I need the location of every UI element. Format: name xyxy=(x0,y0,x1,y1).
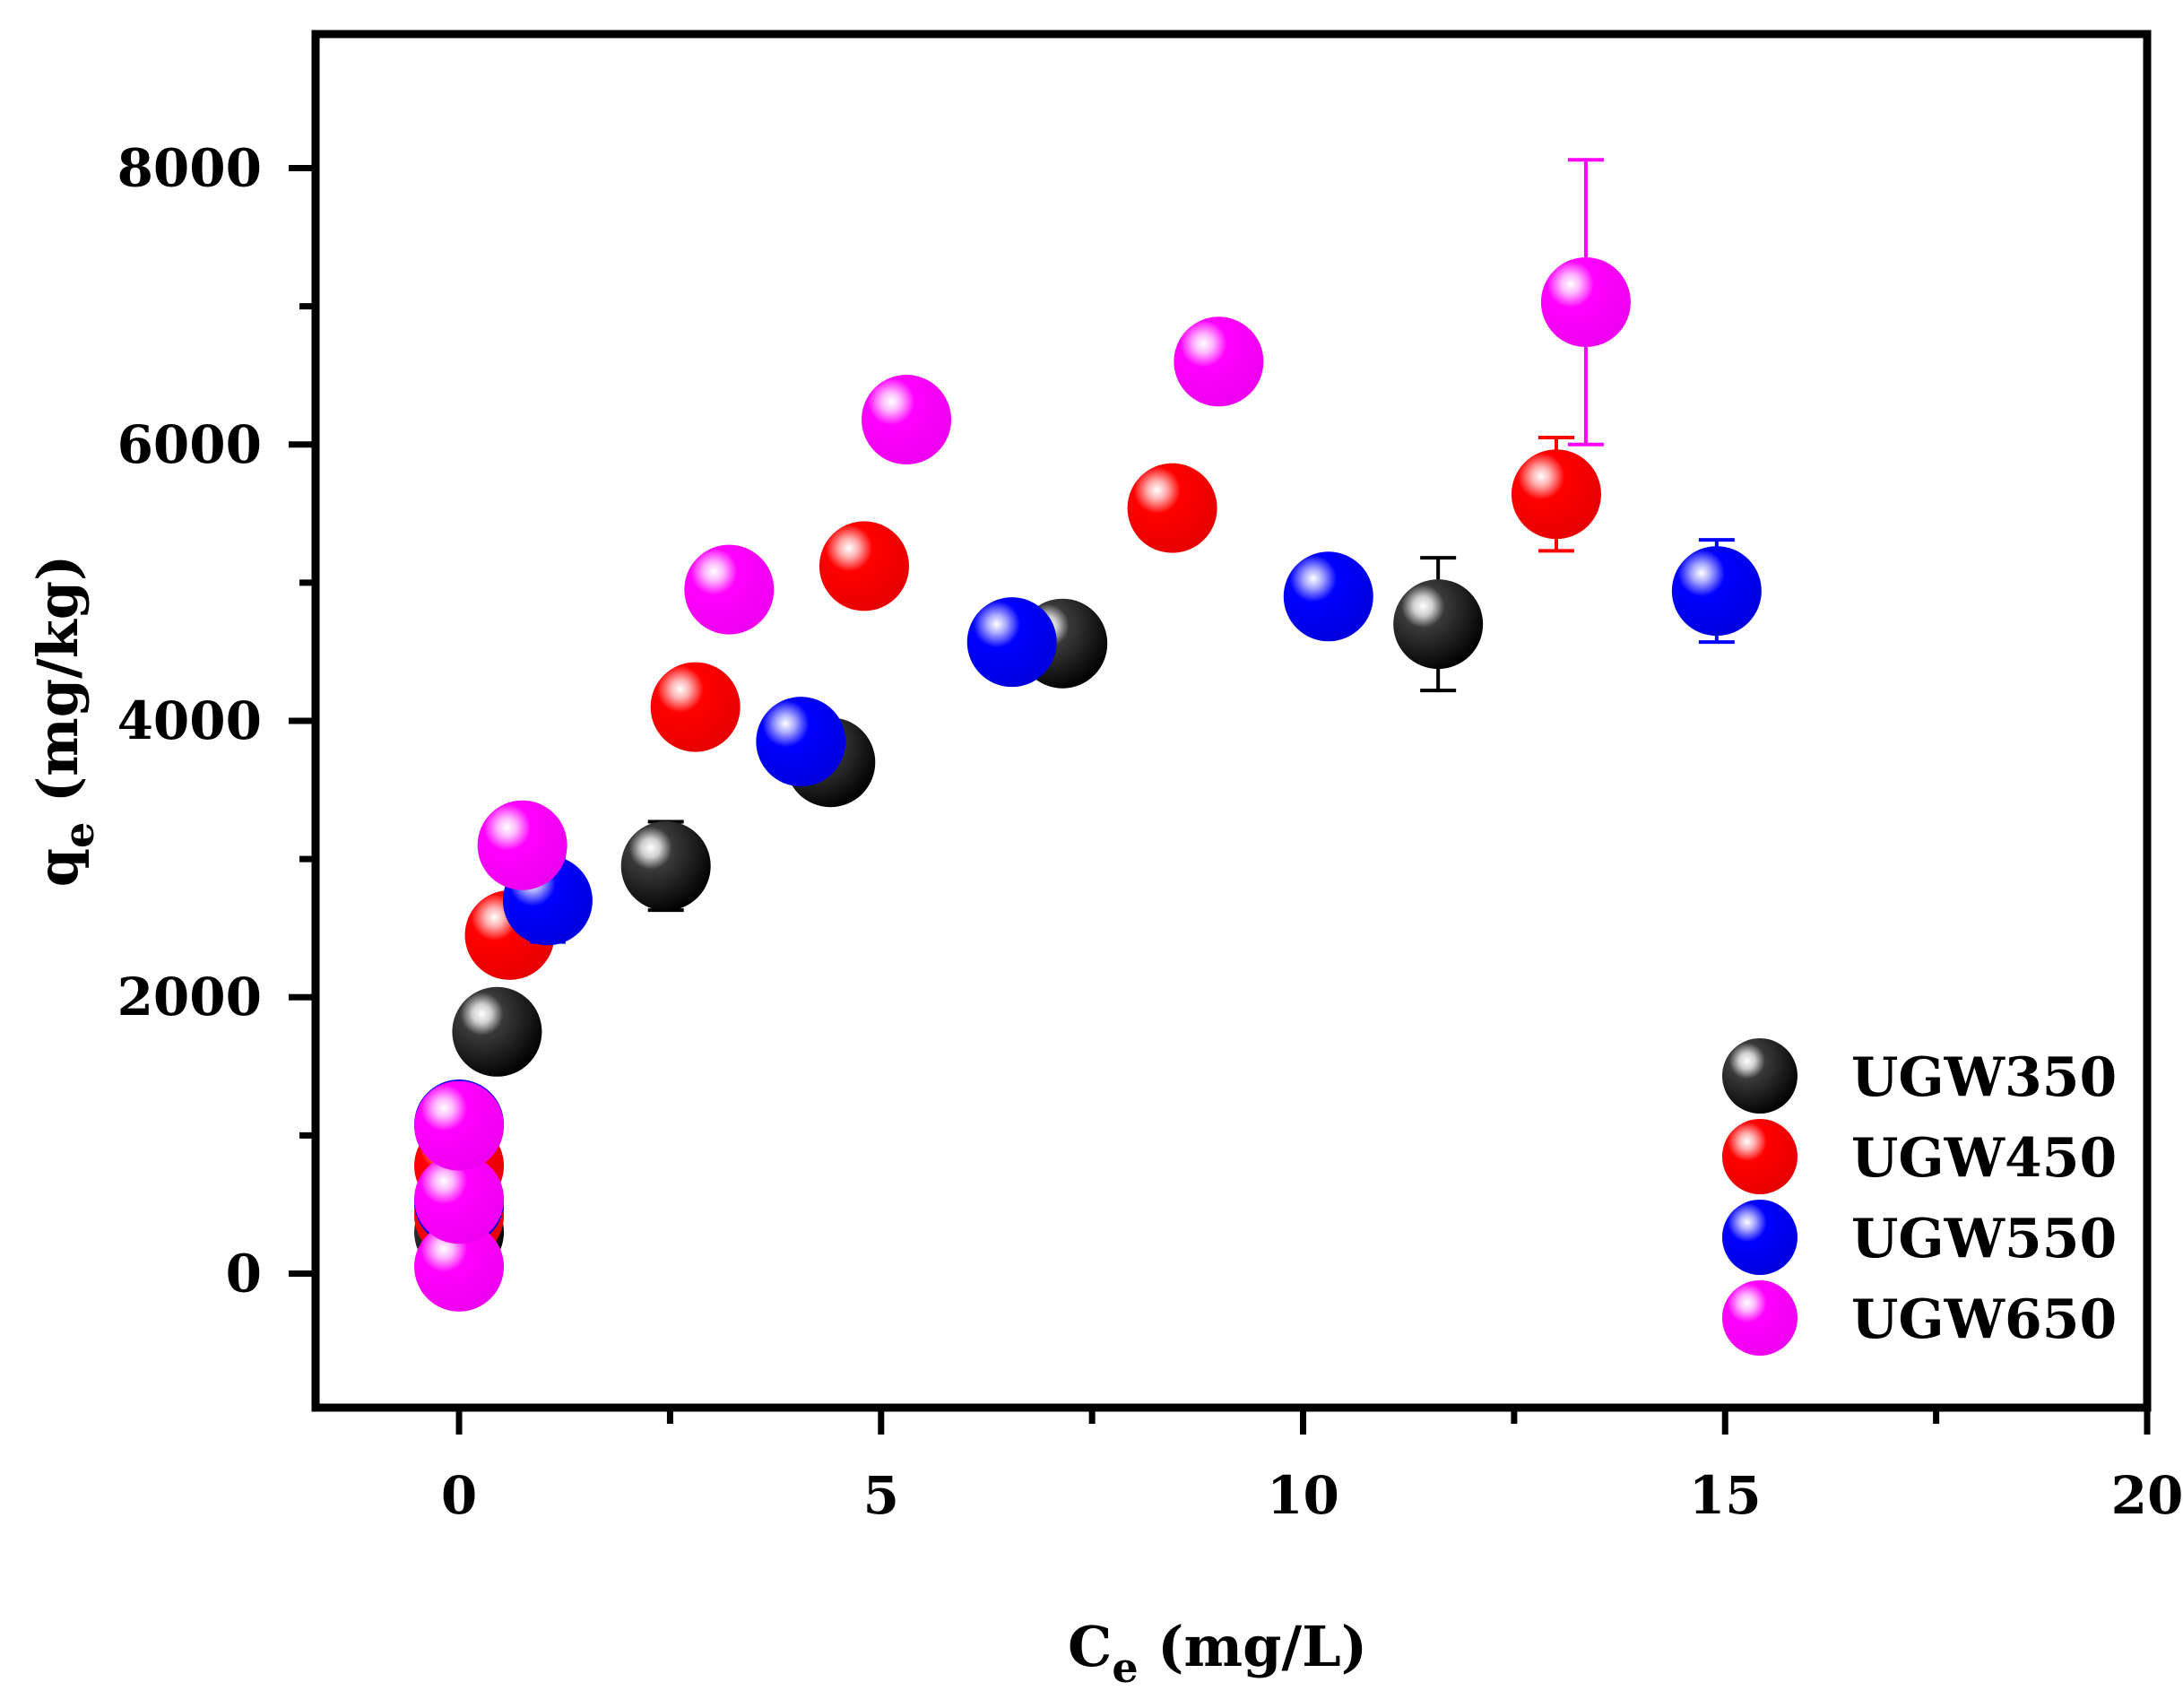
plot-frame xyxy=(311,30,2152,1412)
legend-marker xyxy=(1722,1200,1798,1275)
series-ugw450 xyxy=(414,436,1601,1261)
x-axis-title-subscript: e xyxy=(1112,1643,1138,1692)
data-point xyxy=(1283,551,1373,642)
y-axis-title-main: q xyxy=(25,848,91,887)
legend-label: UGW550 xyxy=(1851,1208,2117,1270)
legend-marker xyxy=(1722,1038,1798,1114)
legend-item-ugw550: UGW550 xyxy=(1722,1200,2117,1275)
data-point xyxy=(1393,579,1484,670)
data-point xyxy=(414,1154,505,1244)
data-point xyxy=(966,597,1057,688)
data-point xyxy=(862,375,952,465)
data-point xyxy=(756,697,846,787)
series-ugw650 xyxy=(414,158,1631,1312)
x-tick-label: 0 xyxy=(441,1465,477,1526)
data-point xyxy=(1174,316,1264,407)
data-point xyxy=(1671,546,1762,637)
legend-item-ugw450: UGW450 xyxy=(1722,1119,2117,1194)
legend-item-ugw650: UGW650 xyxy=(1722,1280,2117,1356)
data-point xyxy=(620,820,711,911)
y-tick-label: 6000 xyxy=(117,414,262,475)
data-point xyxy=(650,662,741,752)
series-layer xyxy=(414,158,1762,1312)
data-point xyxy=(452,986,542,1077)
x-tick-label: 10 xyxy=(1267,1465,1339,1526)
legend-item-ugw350: UGW350 xyxy=(1722,1038,2117,1114)
y-tick-label: 0 xyxy=(226,1243,262,1304)
x-tick-label: 20 xyxy=(2111,1465,2183,1526)
legend-label: UGW350 xyxy=(1851,1046,2117,1109)
y-tick-label: 2000 xyxy=(117,967,262,1027)
data-point xyxy=(1511,449,1601,540)
y-tick-label: 4000 xyxy=(117,690,262,751)
data-point xyxy=(1127,463,1217,553)
x-tick-label: 15 xyxy=(1689,1465,1762,1526)
legend: UGW350 UGW450 UGW550 UGW650 xyxy=(1722,1038,2117,1356)
y-axis-title: qe (mg/kg) xyxy=(25,555,103,888)
legend-marker xyxy=(1722,1280,1798,1356)
legend-label: UGW450 xyxy=(1851,1127,2117,1190)
data-point xyxy=(477,800,567,890)
x-axis-title: Ce (mg/L) xyxy=(1068,1614,1367,1692)
y-axis: 0 2000 4000 6000 8000 xyxy=(117,138,316,1304)
data-point xyxy=(414,1080,505,1171)
data-point xyxy=(414,1221,505,1312)
y-axis-title-unit: (mg/kg) xyxy=(25,555,91,822)
x-tick-label: 5 xyxy=(863,1465,899,1526)
legend-marker xyxy=(1722,1119,1798,1194)
x-axis-title-unit: (mg/L) xyxy=(1139,1614,1367,1679)
data-point xyxy=(684,544,775,635)
x-axis: 0 5 10 15 20 xyxy=(441,1408,2183,1526)
legend-label: UGW650 xyxy=(1851,1288,2117,1351)
x-axis-title-main: C xyxy=(1068,1614,1112,1679)
y-tick-label: 8000 xyxy=(117,138,262,199)
data-point xyxy=(819,521,909,611)
y-axis-title-subscript: e xyxy=(55,822,103,848)
data-point xyxy=(1540,257,1631,348)
